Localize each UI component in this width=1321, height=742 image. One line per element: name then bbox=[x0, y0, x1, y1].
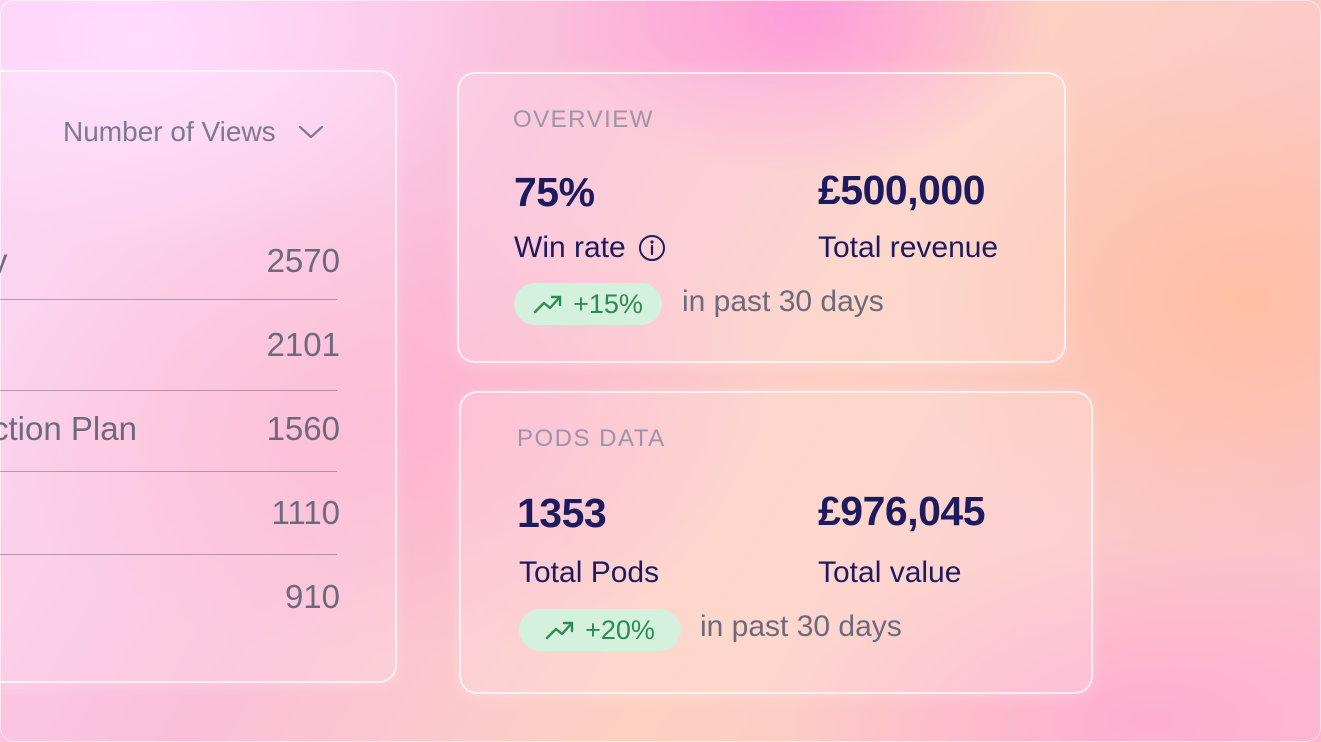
row-divider bbox=[0, 390, 337, 391]
trend-up-icon bbox=[545, 621, 574, 640]
list-item-value: 1110 bbox=[271, 494, 340, 531]
trend-up-icon bbox=[533, 295, 562, 314]
change-badge: +20% bbox=[519, 609, 681, 651]
total-pods-label: Total Pods bbox=[519, 556, 660, 589]
metric-dropdown[interactable]: Number of Views bbox=[63, 116, 324, 148]
row-divider bbox=[0, 299, 337, 300]
period-label: in past 30 days bbox=[700, 610, 902, 643]
overview-title: OVERVIEW bbox=[513, 106, 654, 133]
total-value-label: Total value bbox=[818, 556, 962, 589]
list-item[interactable]: 2101 bbox=[0, 326, 340, 366]
list-item[interactable]: 1110 bbox=[0, 494, 340, 534]
row-divider bbox=[0, 471, 337, 472]
total-revenue-label: Total revenue bbox=[818, 231, 999, 264]
list-item-value: 910 bbox=[284, 578, 340, 615]
win-rate-label: Win rate bbox=[514, 231, 626, 264]
total-revenue-value: £500,000 bbox=[818, 167, 986, 213]
views-card: Number of Views y 2570 2101 Action Plan … bbox=[0, 70, 397, 683]
info-icon[interactable] bbox=[638, 234, 666, 262]
list-item[interactable]: y 2570 bbox=[0, 242, 340, 282]
metric-dropdown-label: Number of Views bbox=[63, 116, 276, 147]
list-item[interactable]: 910 bbox=[0, 578, 340, 618]
chevron-down-icon bbox=[298, 125, 323, 139]
pods-data-title: PODS DATA bbox=[517, 425, 666, 452]
list-item[interactable]: Action Plan 1560 bbox=[0, 410, 340, 450]
total-value-value: £976,045 bbox=[818, 488, 986, 534]
total-pods-value: 1353 bbox=[517, 490, 607, 536]
pods-data-card: PODS DATA 1353 Total Pods £976,045 Total… bbox=[459, 391, 1093, 694]
win-rate-caption: Win rate bbox=[514, 231, 666, 265]
period-label: in past 30 days bbox=[682, 285, 884, 318]
change-badge: +15% bbox=[514, 283, 662, 325]
list-item-label: Action Plan bbox=[0, 410, 137, 447]
change-value: +15% bbox=[573, 288, 643, 319]
overview-card: OVERVIEW 75% Win rate £500,000 Total rev… bbox=[457, 72, 1066, 363]
list-item-value: 2570 bbox=[266, 242, 340, 279]
list-item-value: 2101 bbox=[266, 326, 340, 363]
list-item-label: y bbox=[0, 242, 8, 280]
row-divider bbox=[0, 554, 337, 555]
change-value: +20% bbox=[585, 614, 655, 645]
win-rate-value: 75% bbox=[514, 169, 595, 215]
list-item-value: 1560 bbox=[266, 410, 340, 447]
